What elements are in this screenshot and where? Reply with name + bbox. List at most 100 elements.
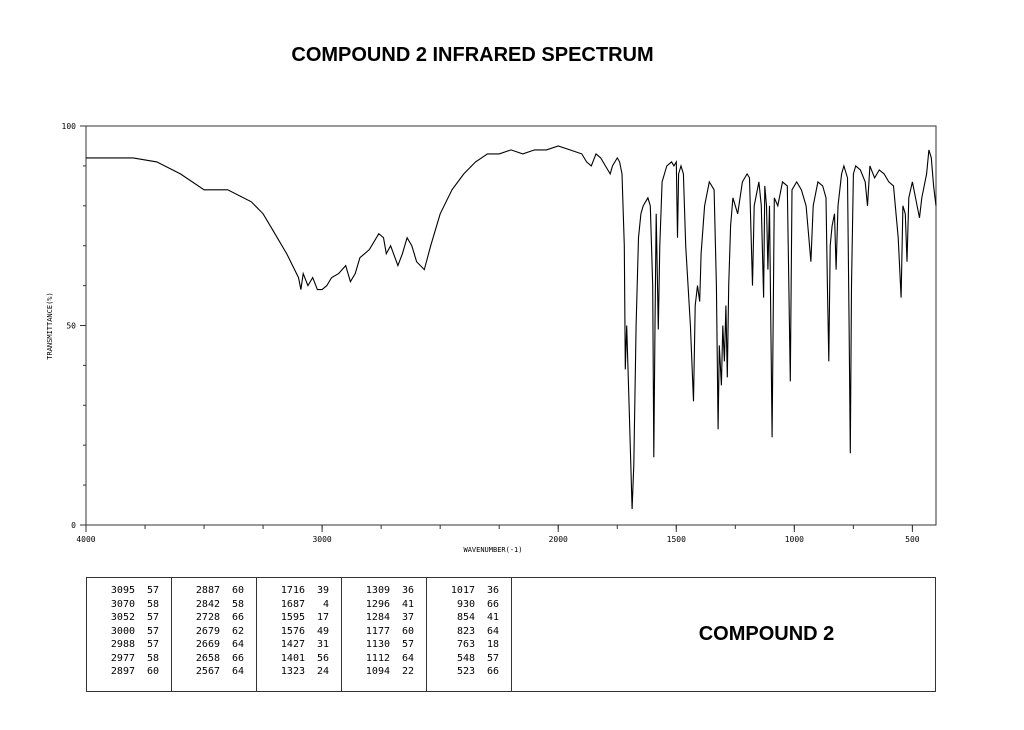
peak-row: 1716 39 <box>257 584 341 598</box>
ir-spectrum-chart: 4000 3000 2000 1500 1000 500 0 50 100 WAVENUMBER… <box>46 122 937 554</box>
peak-row: 2728 66 <box>172 611 256 625</box>
peak-transmittance: 58 <box>231 598 244 610</box>
peak-row: 854 41 <box>427 611 511 625</box>
y-tick-label: 0 <box>71 521 76 530</box>
peak-transmittance: 36 <box>486 585 499 596</box>
peak-wavenumber: 2887 <box>195 585 220 596</box>
peak-table: COMPOUND 2 3095 57 3070 58 3052 57 3000 57 2988 5… <box>86 577 936 692</box>
peak-row: 2842 58 <box>172 598 256 612</box>
peak-transmittance: 18 <box>486 639 499 650</box>
peak-wavenumber: 1427 <box>280 639 305 650</box>
peak-transmittance: 31 <box>316 639 329 650</box>
peak-row: 2897 60 <box>87 665 171 679</box>
peak-row: 1296 41 <box>342 598 426 612</box>
peak-wavenumber: 3000 <box>110 625 135 637</box>
peak-column: 2887 60 2842 58 2728 66 2679 62 2669 64 2658 66 2567… <box>172 578 257 691</box>
peak-transmittance: 66 <box>486 598 499 610</box>
peak-wavenumber: 1595 <box>280 612 305 623</box>
peak-transmittance: 62 <box>231 625 244 637</box>
y-tick-label: 100 <box>62 122 77 131</box>
peak-transmittance: 37 <box>401 612 414 623</box>
peak-transmittance: 17 <box>316 612 329 623</box>
peak-wavenumber: 1112 <box>365 652 390 664</box>
peak-column: 1716 39 1687 4 1595 17 1576 49 1427 31 1401 56 1323 2… <box>257 578 342 691</box>
peak-transmittance: 60 <box>231 585 244 596</box>
peak-transmittance: 60 <box>401 625 414 637</box>
x-tick-label: 3000 <box>312 535 331 544</box>
peak-row: 1687 4 <box>257 598 341 612</box>
x-tick-label: 4000 <box>76 535 95 544</box>
peak-row: 2658 66 <box>172 652 256 666</box>
peak-wavenumber: 2988 <box>110 639 135 650</box>
peak-wavenumber: 2658 <box>195 652 220 664</box>
peak-transmittance: 64 <box>231 639 244 650</box>
peak-wavenumber: 2842 <box>195 598 220 610</box>
peak-transmittance: 57 <box>146 612 159 623</box>
peak-transmittance: 57 <box>401 639 414 650</box>
peak-wavenumber: 1177 <box>365 625 390 637</box>
spectrum-line <box>86 145 937 510</box>
peak-row: 1427 31 <box>257 638 341 652</box>
peak-wavenumber: 823 <box>456 625 475 637</box>
peak-transmittance: 58 <box>146 598 159 610</box>
peak-transmittance: 57 <box>486 652 499 664</box>
peak-wavenumber: 1309 <box>365 585 390 596</box>
peak-wavenumber: 2679 <box>195 625 220 637</box>
peak-wavenumber: 1130 <box>365 639 390 650</box>
peak-row: 3070 58 <box>87 598 171 612</box>
peak-row: 3052 57 <box>87 611 171 625</box>
peak-transmittance: 60 <box>146 666 159 677</box>
x-tick-label: 1500 <box>667 535 686 544</box>
peak-row: 1595 17 <box>257 611 341 625</box>
peak-transmittance: 41 <box>486 612 499 623</box>
plot-frame <box>85 125 937 526</box>
peak-wavenumber: 2897 <box>110 666 135 677</box>
peak-row: 1094 22 <box>342 665 426 679</box>
peak-row: 548 57 <box>427 652 511 666</box>
peak-wavenumber: 3070 <box>110 598 135 610</box>
peak-wavenumber: 1687 <box>280 598 305 610</box>
peak-transmittance: 24 <box>316 666 329 677</box>
peak-wavenumber: 1401 <box>280 652 305 664</box>
peak-wavenumber: 930 <box>456 598 475 610</box>
peak-wavenumber: 2669 <box>195 639 220 650</box>
peak-row: 2567 64 <box>172 665 256 679</box>
x-tick-label: 2000 <box>549 535 568 544</box>
peak-wavenumber: 854 <box>456 612 475 623</box>
peak-row: 3000 57 <box>87 625 171 639</box>
peak-wavenumber: 1716 <box>280 585 305 596</box>
peak-wavenumber: 548 <box>456 652 475 664</box>
x-tick-label: 500 <box>905 535 920 544</box>
peak-transmittance: 66 <box>231 652 244 664</box>
page-title: COMPOUND 2 INFRARED SPECTRUM <box>291 44 654 66</box>
peak-wavenumber: 1296 <box>365 598 390 610</box>
peak-wavenumber: 763 <box>456 639 475 650</box>
peak-wavenumber: 1017 <box>450 585 475 596</box>
peak-transmittance: 4 <box>322 598 329 610</box>
table-title: COMPOUND 2 <box>698 623 835 645</box>
peak-wavenumber: 2567 <box>195 666 220 677</box>
peak-row: 1323 24 <box>257 665 341 679</box>
peak-row: 930 66 <box>427 598 511 612</box>
peak-wavenumber: 1323 <box>280 666 305 677</box>
peak-row: 1112 64 <box>342 652 426 666</box>
peak-row: 2988 57 <box>87 638 171 652</box>
peak-row: 3095 57 <box>87 584 171 598</box>
peak-transmittance: 39 <box>316 585 329 596</box>
peak-transmittance: 22 <box>401 666 414 677</box>
peak-wavenumber: 1576 <box>280 625 305 637</box>
peak-row: 1017 36 <box>427 584 511 598</box>
y-tick-label: 50 <box>66 322 76 331</box>
peak-row: 1130 57 <box>342 638 426 652</box>
peak-transmittance: 57 <box>146 585 159 596</box>
peak-row: 2887 60 <box>172 584 256 598</box>
y-axis-label: TRANSMITTANCE(%) <box>46 292 54 359</box>
peak-row: 1309 36 <box>342 584 426 598</box>
peak-transmittance: 57 <box>146 639 159 650</box>
peak-transmittance: 56 <box>316 652 329 664</box>
peak-wavenumber: 1094 <box>365 666 390 677</box>
peak-row: 1576 49 <box>257 625 341 639</box>
peak-transmittance: 49 <box>316 625 329 637</box>
peak-transmittance: 57 <box>146 625 159 637</box>
peak-row: 2669 64 <box>172 638 256 652</box>
